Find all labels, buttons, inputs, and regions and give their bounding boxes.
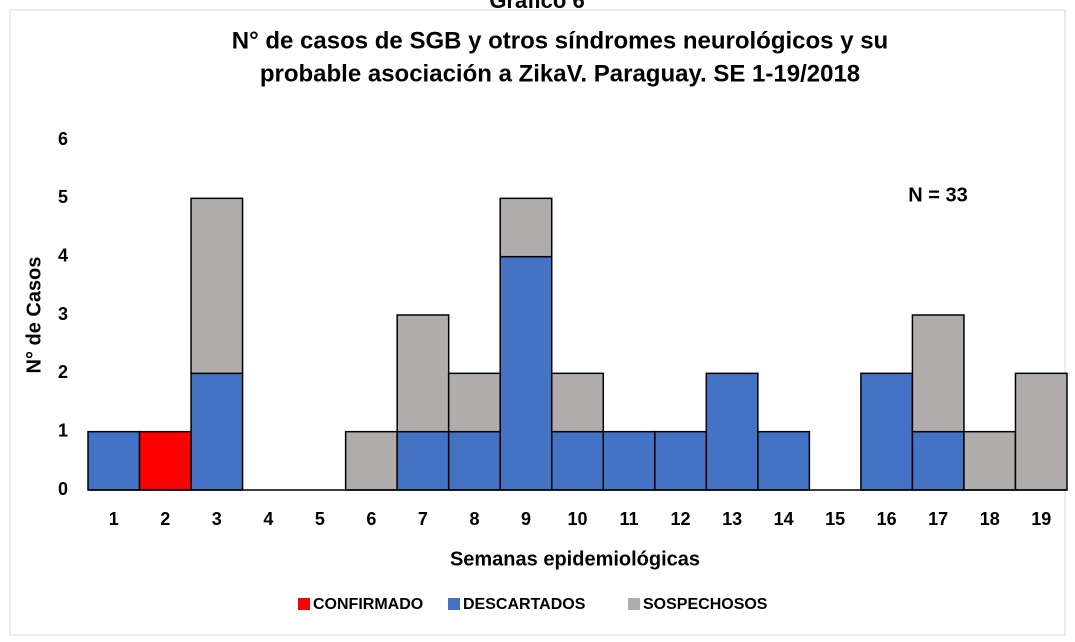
x-tick-label: 6 [366, 509, 376, 529]
bar-segment [1014, 372, 1068, 491]
bar-segment [499, 255, 553, 491]
bar-segment [550, 372, 605, 433]
bar-segment [602, 430, 656, 491]
bar-segment [447, 430, 501, 491]
y-tick-label: 0 [58, 479, 68, 499]
bar-segment [87, 430, 141, 491]
bar-segment [396, 430, 450, 491]
x-tick-label: 5 [315, 509, 325, 529]
y-tick-label: 2 [58, 362, 68, 382]
y-tick-label: 5 [58, 187, 68, 207]
x-tick-label: 17 [928, 509, 948, 529]
bar-segment [138, 430, 192, 491]
y-tick-label: 3 [58, 304, 68, 324]
y-tick-label: 1 [58, 420, 68, 440]
bar-segment [190, 372, 244, 491]
legend-label: CONFIRMADO [313, 596, 423, 613]
legend-label: SOSPECHOSOS [643, 596, 768, 613]
y-axis-label: N° de Casos [23, 257, 45, 374]
legend-swatch [628, 598, 640, 610]
x-tick-label: 2 [160, 509, 170, 529]
x-tick-label: 14 [774, 509, 794, 529]
legend-swatch [298, 598, 310, 610]
bar-segment [911, 314, 965, 433]
y-tick-label: 6 [58, 129, 68, 149]
x-tick-label: 19 [1031, 509, 1051, 529]
x-axis-label: Semanas epidemiológicas [450, 548, 700, 570]
legend-swatch [448, 598, 460, 610]
x-tick-label: 12 [671, 509, 691, 529]
bar-segment [757, 430, 811, 491]
x-tick-label: 1 [109, 509, 119, 529]
bar-segment [963, 430, 1017, 491]
x-tick-label: 7 [418, 509, 428, 529]
bar-segment [860, 372, 914, 491]
legend-label: DESCARTADOS [463, 596, 586, 613]
bar-segment [705, 372, 759, 491]
x-tick-label: 18 [980, 509, 1000, 529]
bar-segment [190, 197, 244, 375]
x-tick-label: 15 [825, 509, 845, 529]
bar-segment [550, 430, 605, 491]
bar-segment [344, 430, 398, 491]
x-tick-label: 10 [567, 509, 587, 529]
chart-title: probable asociación a ZikaV. Paraguay. S… [260, 60, 860, 87]
x-tick-label: 4 [263, 509, 273, 529]
annotation: N = 33 [908, 184, 967, 206]
x-tick-label: 3 [212, 509, 222, 529]
chart-border [9, 9, 1066, 636]
bar-segment [447, 372, 501, 433]
x-tick-label: 9 [521, 509, 531, 529]
x-tick-label: 11 [620, 509, 639, 529]
bar-segment [911, 430, 965, 491]
bar-segment [654, 430, 708, 491]
chart-pretitle: Gráfico 6 [489, 0, 584, 13]
chart-title: N° de casos de SGB y otros síndromes neu… [232, 27, 888, 54]
y-tick-label: 4 [58, 245, 68, 265]
x-tick-label: 16 [877, 509, 897, 529]
x-tick-label: 13 [722, 509, 742, 529]
x-tick-label: 8 [469, 509, 479, 529]
bar-segment [499, 197, 553, 258]
bar-segment [396, 314, 450, 433]
